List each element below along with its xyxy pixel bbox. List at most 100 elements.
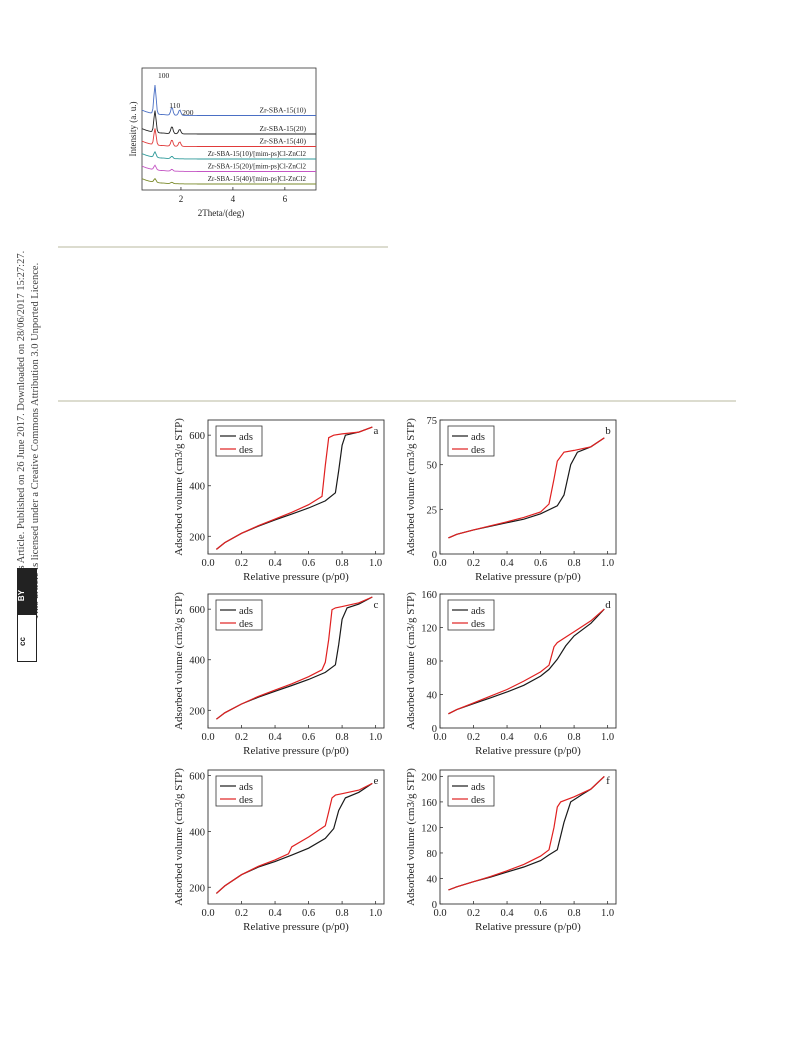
x-tick-label: 0.8 — [568, 732, 581, 743]
series-line-des — [448, 775, 605, 891]
x-tick-label: 0.2 — [467, 732, 480, 743]
y-tick-label: 200 — [421, 772, 437, 783]
y-tick-label: 160 — [421, 798, 437, 809]
plot-frame — [439, 419, 617, 555]
legend-box — [447, 425, 495, 457]
xrd-series-line — [141, 110, 316, 135]
xrd-series-line — [141, 164, 316, 172]
x-tick-label: 0.6 — [302, 732, 315, 743]
xrd-series-label: Zr-SBA-15(40) — [259, 137, 306, 146]
xrd-series-line — [141, 150, 316, 160]
x-tick-label: 0.4 — [268, 558, 282, 569]
cc-by-badge[interactable]: BY cc — [17, 568, 37, 662]
y-tick-label: 400 — [189, 656, 205, 667]
xrd-x-tick-label: 6 — [283, 194, 288, 204]
y-tick-label: 0 — [432, 724, 437, 735]
divider-upper — [58, 246, 388, 248]
y-tick-label: 80 — [427, 657, 438, 668]
x-tick-label: 0.6 — [302, 908, 315, 919]
x-tick-label: 0.6 — [534, 558, 547, 569]
legend-box — [215, 599, 263, 631]
series-line-ads — [448, 608, 605, 715]
y-tick-label: 200 — [189, 706, 205, 717]
legend-box — [215, 775, 263, 807]
isotherm-panel-f: 0.0 0.2 0.4 0.6 0.8 1.0 0 40 80 120 160 200 Relative… — [405, 768, 617, 933]
x-tick-label: 0.2 — [467, 908, 480, 919]
x-tick-label: 1.0 — [369, 908, 382, 919]
x-tick-label: 0.8 — [336, 908, 349, 919]
panel-label: b — [605, 425, 611, 437]
legend-label: des — [239, 619, 253, 630]
y-tick-label: 0 — [432, 900, 437, 911]
xrd-series-label: Zr-SBA-15(10)/[mim-ps]Cl-ZnCl2 — [208, 150, 307, 158]
plot-frame — [207, 593, 385, 729]
y-tick-label: 600 — [189, 431, 205, 442]
y-tick-label: 400 — [189, 827, 205, 838]
plot-frame — [207, 769, 385, 905]
x-tick-label: 0.2 — [235, 732, 248, 743]
xrd-series-label: Zr-SBA-15(20) — [259, 124, 306, 133]
legend-label: des — [239, 795, 253, 806]
xrd-series-label: Zr-SBA-15(10) — [259, 106, 306, 115]
x-tick-label: 0.0 — [433, 558, 446, 569]
y-tick-label: 160 — [421, 590, 437, 601]
x-tick-label: 0.8 — [568, 558, 581, 569]
series-line-des — [448, 608, 605, 715]
series-line-des — [216, 596, 373, 720]
x-tick-label: 0.4 — [500, 558, 514, 569]
x-tick-label: 0.8 — [336, 558, 349, 569]
x-tick-label: 0.0 — [201, 558, 214, 569]
y-tick-label: 80 — [427, 849, 438, 860]
isotherm-panel-d: 0.0 0.2 0.4 0.6 0.8 1.0 0 40 80 120 160 Relative pr… — [405, 590, 617, 757]
x-tick-label: 0.6 — [534, 908, 547, 919]
x-axis-label: Relative pressure (p/p0) — [243, 571, 349, 583]
y-axis-label: Adsorbed volume (cm3/g STP) — [405, 592, 417, 730]
xrd-peak-label: 200 — [182, 108, 194, 117]
panel-label: e — [374, 775, 379, 787]
xrd-x-tick-label: 4 — [231, 194, 236, 204]
x-axis-label: Relative pressure (p/p0) — [475, 921, 581, 933]
y-tick-label: 75 — [427, 416, 438, 427]
y-tick-label: 600 — [189, 605, 205, 616]
legend-label: des — [471, 795, 485, 806]
x-tick-label: 1.0 — [601, 908, 614, 919]
legend-label: ads — [239, 432, 253, 443]
xrd-x-tick-label: 2 — [179, 194, 184, 204]
xrd-chart: 2 4 6 2Theta/(deg) Intensity (a. u.) Zr-SBA-1… — [128, 67, 317, 218]
y-axis-label: Adsorbed volume (cm3/g STP) — [405, 418, 417, 556]
x-tick-label: 0.0 — [201, 732, 214, 743]
x-tick-label: 0.2 — [235, 558, 248, 569]
legend-box — [215, 425, 263, 457]
y-tick-label: 50 — [427, 461, 438, 472]
legend-label: ads — [471, 432, 485, 443]
y-tick-label: 600 — [189, 772, 205, 783]
plot-frame — [439, 769, 617, 905]
panel-label: a — [374, 425, 379, 437]
x-tick-label: 0.8 — [336, 732, 349, 743]
legend-label: des — [239, 445, 253, 456]
y-axis-label: Adsorbed volume (cm3/g STP) — [173, 418, 185, 556]
panel-label: f — [606, 775, 610, 787]
y-tick-label: 200 — [189, 532, 205, 543]
x-tick-label: 0.0 — [433, 732, 446, 743]
xrd-series-label: Zr-SBA-15(20)/[mim-ps]Cl-ZnCl2 — [208, 163, 307, 171]
x-axis-label: Relative pressure (p/p0) — [475, 571, 581, 583]
x-tick-label: 0.4 — [268, 732, 282, 743]
y-tick-label: 400 — [189, 482, 205, 493]
x-tick-label: 0.0 — [433, 908, 446, 919]
y-axis-label: Adsorbed volume (cm3/g STP) — [173, 768, 185, 906]
x-tick-label: 0.6 — [534, 732, 547, 743]
legend-label: des — [471, 619, 485, 630]
xrd-peak-label: 100 — [158, 71, 170, 80]
x-axis-label: Relative pressure (p/p0) — [475, 745, 581, 757]
isotherm-panel-a: 0.0 0.2 0.4 0.6 0.8 1.0 200 400 600 Relative pres… — [173, 418, 385, 583]
x-tick-label: 0.8 — [568, 908, 581, 919]
series-line-des — [448, 437, 605, 539]
x-tick-label: 1.0 — [369, 732, 382, 743]
xrd-y-axis-label: Intensity (a. u.) — [128, 102, 138, 157]
legend-label: ads — [471, 782, 485, 793]
series-line-des — [216, 426, 373, 550]
x-tick-label: 1.0 — [601, 558, 614, 569]
plot-frame — [207, 419, 385, 555]
